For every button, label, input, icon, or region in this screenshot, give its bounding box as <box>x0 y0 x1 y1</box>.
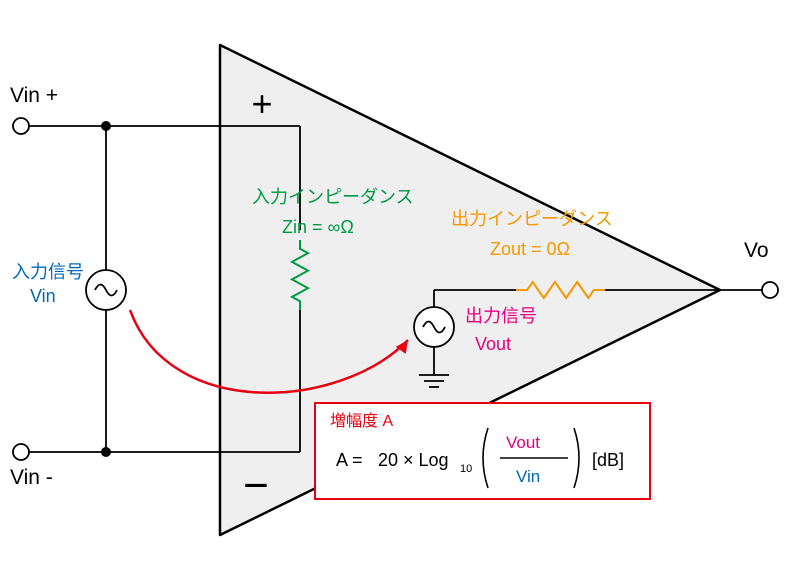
formula-20log: 20 × Log <box>378 450 449 470</box>
minus-symbol: − <box>243 461 269 510</box>
vout-signal-label: 出力信号 <box>465 306 537 326</box>
vin-label: Vin <box>30 286 56 306</box>
vin-minus-label: Vin - <box>10 466 53 489</box>
gain-title: 増幅度 A <box>330 412 393 430</box>
terminal-vin-plus <box>13 118 29 134</box>
formula-vin: Vin <box>516 467 540 486</box>
plus-symbol: + <box>251 83 272 124</box>
formula-sub10: 10 <box>460 463 472 475</box>
formula-A: A = <box>336 450 363 470</box>
zout-value: Zout = 0Ω <box>490 239 570 259</box>
zin-value: Zin = ∞Ω <box>282 217 354 237</box>
formula-vout: Vout <box>506 433 540 452</box>
zout-title: 出力インピーダンス <box>451 209 613 229</box>
vin-plus-label: Vin + <box>10 84 58 107</box>
zin-title: 入力インピーダンス <box>252 187 414 207</box>
formula-db: [dB] <box>592 450 624 470</box>
terminal-vo <box>762 282 778 298</box>
vin-signal-label: 入力信号 <box>12 262 84 282</box>
vout-label: Vout <box>475 334 511 354</box>
terminal-vin-minus <box>13 444 29 460</box>
vo-label: Vo <box>744 239 769 262</box>
